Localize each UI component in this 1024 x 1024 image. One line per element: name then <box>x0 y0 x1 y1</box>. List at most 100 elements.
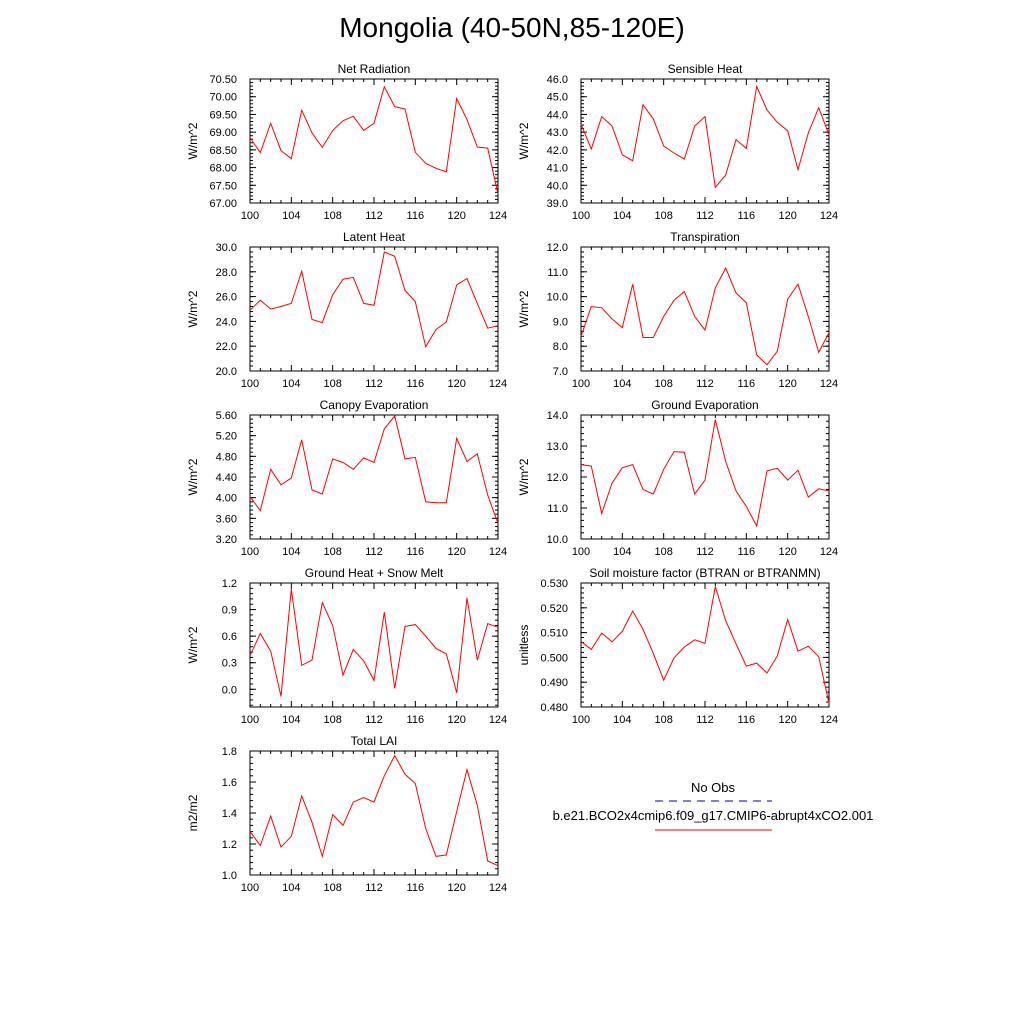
x-tick-label: 112 <box>365 714 383 726</box>
x-tick-label: 104 <box>282 546 300 558</box>
y-tick-label: 1.0 <box>222 870 237 882</box>
y-tick-label: 0.500 <box>540 652 568 664</box>
panel-title: Latent Heat <box>343 230 406 244</box>
panel-7: Ground Heat + Snow Melt 100 104 108 112 116 12… <box>186 566 507 726</box>
panel-8: Soil moisture factor (BTRAN or BTRANMN) 1… <box>517 566 838 726</box>
x-tick-label: 116 <box>738 210 756 222</box>
x-tick-label: 112 <box>365 378 383 390</box>
y-tick-label: 11.0 <box>547 267 568 279</box>
panels: Net Radiation 100 104 108 112 116 120 124 67.00 6… <box>186 62 838 894</box>
y-tick-label: 12.0 <box>547 242 568 254</box>
y-tick-label: 24.0 <box>216 316 237 328</box>
y-tick-label: 14.0 <box>547 410 568 422</box>
y-axis-label: unitless <box>517 625 531 666</box>
x-tick-label: 120 <box>447 210 465 222</box>
x-tick-label: 124 <box>489 378 507 390</box>
y-tick-label: 0.480 <box>540 702 568 714</box>
panel-6: Ground Evaporation 100 104 108 112 116 120 124 1… <box>517 398 838 558</box>
x-tick-label: 100 <box>572 210 590 222</box>
y-tick-label: 22.0 <box>216 341 237 353</box>
x-tick-label: 108 <box>323 546 341 558</box>
x-tick-label: 104 <box>613 210 631 222</box>
y-tick-label: 3.20 <box>216 534 237 546</box>
y-tick-label: 39.0 <box>547 198 568 210</box>
x-tick-label: 112 <box>696 378 714 390</box>
y-tick-label: 4.40 <box>216 472 237 484</box>
y-tick-label: 1.6 <box>222 777 237 789</box>
x-tick-label: 124 <box>820 210 838 222</box>
y-tick-label: 69.50 <box>209 109 237 121</box>
x-tick-label: 100 <box>572 378 590 390</box>
x-tick-label: 104 <box>613 714 631 726</box>
panel-9: Total LAI 100 104 108 112 116 120 124 1.0 1.2 1.4 1… <box>186 734 507 894</box>
x-tick-label: 124 <box>489 882 507 894</box>
x-tick-label: 108 <box>654 714 672 726</box>
x-tick-label: 112 <box>365 546 383 558</box>
plot-frame <box>580 78 830 204</box>
panel-title: Canopy Evaporation <box>320 398 429 412</box>
y-tick-label: 1.2 <box>222 839 237 851</box>
y-tick-label: 0.490 <box>540 677 568 689</box>
y-tick-label: 1.2 <box>222 578 237 590</box>
x-tick-label: 124 <box>489 210 507 222</box>
x-tick-label: 108 <box>323 210 341 222</box>
panel-4: Transpiration 100 104 108 112 116 120 124 7.0 8.0… <box>517 230 838 390</box>
y-tick-label: 69.00 <box>209 127 237 139</box>
y-tick-label: 20.0 <box>216 366 237 378</box>
x-tick-label: 120 <box>778 378 796 390</box>
y-axis-label: W/m^2 <box>186 626 200 663</box>
y-tick-label: 3.60 <box>216 513 237 525</box>
y-tick-label: 26.0 <box>216 292 237 304</box>
panel-3: Latent Heat 100 104 108 112 116 120 124 20.0 22.0… <box>186 230 507 390</box>
series-line <box>249 251 499 349</box>
y-tick-label: 8.0 <box>553 341 568 353</box>
x-tick-label: 104 <box>282 210 300 222</box>
x-tick-label: 100 <box>241 546 259 558</box>
x-tick-label: 100 <box>241 882 259 894</box>
y-tick-label: 43.0 <box>547 127 568 139</box>
y-tick-label: 0.530 <box>540 578 568 590</box>
y-tick-label: 0.510 <box>540 628 568 640</box>
x-tick-label: 116 <box>738 546 756 558</box>
series-line <box>580 266 830 366</box>
y-tick-label: 1.4 <box>222 808 237 820</box>
y-tick-label: 0.3 <box>222 658 237 670</box>
y-axis-label: m2/m2 <box>186 794 200 831</box>
plot-frame <box>249 246 499 372</box>
y-tick-label: 44.0 <box>547 109 568 121</box>
panel-2: Sensible Heat 100 104 108 112 116 120 124 39.0 40… <box>517 62 838 222</box>
y-tick-label: 1.8 <box>222 746 237 758</box>
x-tick-label: 100 <box>572 546 590 558</box>
x-tick-label: 120 <box>447 882 465 894</box>
y-axis-label: W/m^2 <box>186 122 200 159</box>
legend: No Obs b.e21.BCO2x4cmip6.f09_g17.CMIP6-a… <box>553 780 873 831</box>
y-axis-label: W/m^2 <box>186 458 200 495</box>
y-tick-label: 4.80 <box>216 451 237 463</box>
x-tick-label: 100 <box>241 714 259 726</box>
y-tick-label: 45.0 <box>547 92 568 104</box>
panel-title: Ground Heat + Snow Melt <box>305 566 444 580</box>
y-tick-label: 0.9 <box>222 605 237 617</box>
panel-title: Transpiration <box>670 230 740 244</box>
y-tick-label: 9.0 <box>553 316 568 328</box>
y-tick-label: 40.0 <box>547 180 568 192</box>
plot-frame <box>580 582 830 708</box>
y-tick-label: 46.0 <box>547 74 568 86</box>
panel-5: Canopy Evaporation 100 104 108 112 116 120 124 3… <box>186 398 507 558</box>
series-line <box>580 84 830 189</box>
y-axis-label: W/m^2 <box>517 122 531 159</box>
series-line <box>249 589 499 697</box>
x-tick-label: 112 <box>696 210 714 222</box>
y-tick-label: 4.00 <box>216 493 237 505</box>
y-tick-label: 13.0 <box>547 441 568 453</box>
y-axis-label: W/m^2 <box>517 458 531 495</box>
panel-1: Net Radiation 100 104 108 112 116 120 124 67.00 6… <box>186 62 507 222</box>
x-tick-label: 100 <box>241 210 259 222</box>
x-tick-label: 108 <box>654 210 672 222</box>
x-tick-label: 120 <box>778 714 796 726</box>
x-tick-label: 104 <box>282 378 300 390</box>
x-tick-label: 108 <box>654 546 672 558</box>
y-axis-label: W/m^2 <box>517 290 531 327</box>
y-tick-label: 5.60 <box>216 410 237 422</box>
plot-frame <box>580 414 830 540</box>
